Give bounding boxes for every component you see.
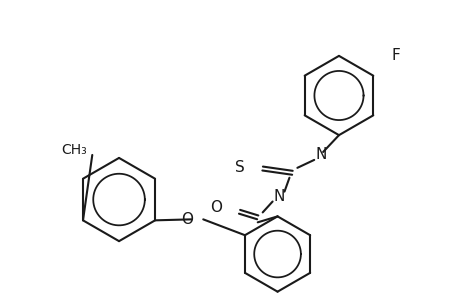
Text: S: S xyxy=(235,160,244,175)
Text: O: O xyxy=(181,212,193,227)
Text: O: O xyxy=(210,200,222,215)
Text: F: F xyxy=(391,48,399,63)
Text: CH₃: CH₃ xyxy=(62,143,87,157)
Text: N: N xyxy=(273,189,285,204)
Text: N: N xyxy=(315,148,326,163)
